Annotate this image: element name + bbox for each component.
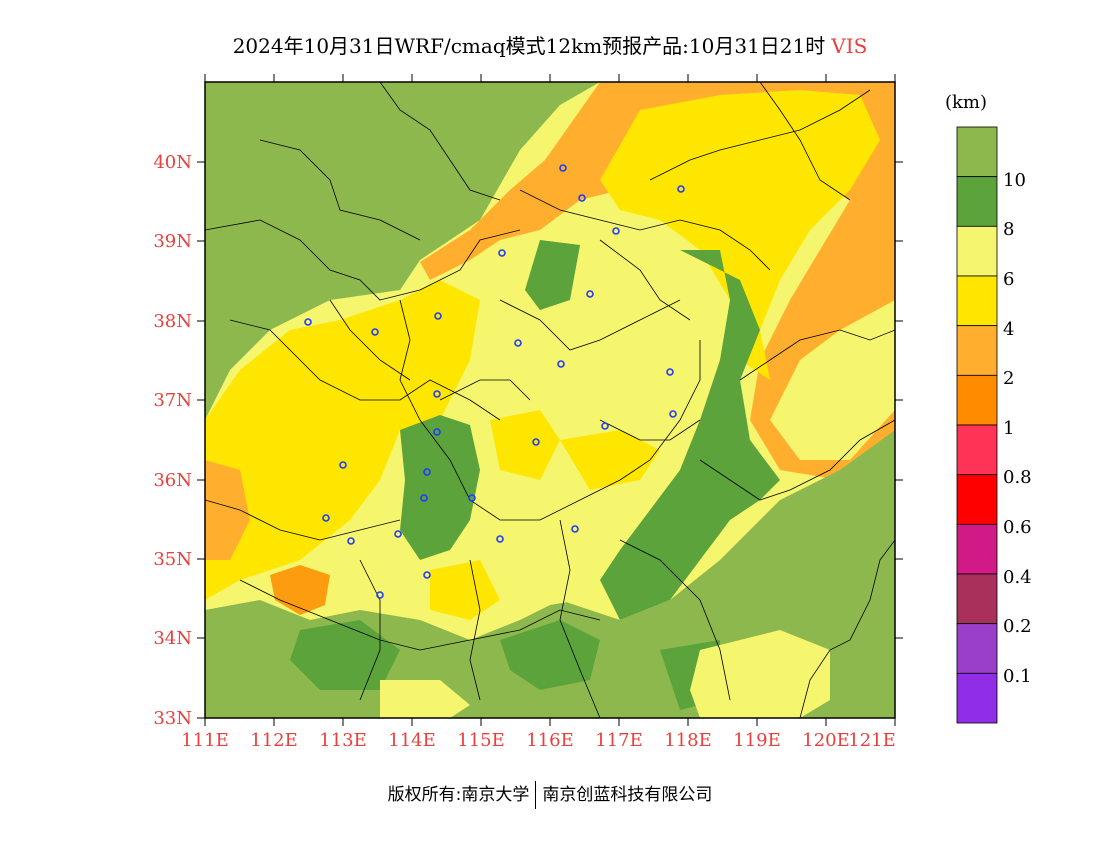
region-west-orange-patch — [205, 460, 250, 560]
region-west-yellow — [205, 280, 480, 600]
region-ne-yellow — [600, 90, 880, 380]
lon-label-111e: 111E — [181, 730, 229, 751]
lon-label-120e: 120E — [802, 730, 850, 751]
region-nw-green — [205, 82, 600, 420]
lat-label-40n: 40N — [153, 152, 192, 173]
lat-label-37n: 37N — [153, 390, 192, 411]
copyright-divider — [535, 781, 537, 809]
colorbar-label-4: 4 — [1003, 319, 1014, 340]
colorbar-label-0-6: 0.6 — [1003, 517, 1032, 538]
latitude-labels: 40N 39N 38N 37N 36N 35N 34N 33N — [153, 152, 192, 729]
colorbar-swatch — [956, 325, 998, 376]
lon-label-121e: 121E — [848, 730, 896, 751]
lat-label-36n: 36N — [153, 470, 192, 491]
colorbar-swatch — [956, 474, 998, 525]
boundary-lines — [205, 82, 895, 718]
region-central-darkgreen — [400, 415, 480, 560]
lat-label-33n: 33N — [153, 708, 192, 729]
lat-label-35n: 35N — [153, 549, 192, 570]
lon-label-113e: 113E — [319, 730, 367, 751]
colorbar-swatch — [956, 225, 998, 277]
colorbar-swatch — [956, 573, 998, 625]
lon-label-115e: 115E — [457, 730, 505, 751]
colorbar-swatch — [956, 424, 998, 476]
copyright-right: 南京创蓝科技有限公司 — [542, 785, 713, 805]
lon-label-112e: 112E — [250, 730, 298, 751]
colorbar-label-6: 6 — [1003, 269, 1014, 290]
colorbar-label-0-8: 0.8 — [1003, 467, 1032, 488]
lat-label-39n: 39N — [153, 231, 192, 252]
lat-label-34n: 34N — [153, 628, 192, 649]
colorbar-unit: (km) — [945, 92, 987, 113]
colorbar-label-8: 8 — [1003, 219, 1014, 240]
longitude-labels: 111E 112E 113E 114E 115E 116E 117E 118E … — [181, 730, 896, 751]
axis-ticks — [197, 74, 903, 726]
lat-label-38n: 38N — [153, 311, 192, 332]
lon-label-119e: 119E — [733, 730, 781, 751]
region-ne-orange — [420, 82, 895, 480]
colorbar-label-0-2: 0.2 — [1003, 616, 1032, 637]
city-markers — [304, 164, 685, 599]
colorbar-label-2: 2 — [1003, 368, 1014, 389]
title-variable: VIS — [831, 34, 868, 58]
colorbar-swatch — [956, 374, 998, 426]
colorbar-labels: 10 8 6 4 2 1 0.8 0.6 0.4 0.2 0.1 — [1003, 170, 1032, 687]
lon-label-118e: 118E — [664, 730, 712, 751]
copyright: 版权所有:南京大学 南京创蓝科技有限公司 — [0, 780, 1100, 809]
colorbar-label-1: 1 — [1003, 418, 1014, 439]
colorbar-swatch — [956, 176, 998, 227]
colorbar: (km) 10 8 6 4 2 1 0.8 0.6 0.4 0.2 0.1 — [945, 92, 1032, 724]
colorbar-swatch — [956, 523, 998, 575]
map-title: 2024年10月31日WRF/cmaq模式12km预报产品:10月31日21时 V… — [0, 30, 1100, 59]
colorbar-swatch — [956, 672, 998, 724]
lon-label-114e: 114E — [388, 730, 436, 751]
region-sw-orange — [270, 565, 330, 615]
colorbar-label-0-4: 0.4 — [1003, 567, 1032, 588]
colorbar-swatch — [956, 275, 998, 327]
colorbar-label-10: 10 — [1003, 170, 1026, 191]
colorbar-swatches — [956, 126, 998, 724]
region-east-green — [600, 250, 780, 620]
visibility-field — [205, 82, 895, 718]
lon-label-117e: 117E — [595, 730, 643, 751]
copyright-left: 版权所有:南京大学 — [387, 785, 530, 805]
lon-label-116e: 116E — [526, 730, 574, 751]
title-text: 2024年10月31日WRF/cmaq模式12km预报产品:10月31日21时 — [232, 34, 826, 58]
colorbar-label-0-1: 0.1 — [1003, 666, 1032, 687]
colorbar-swatch — [956, 623, 998, 674]
colorbar-swatch — [956, 126, 998, 178]
